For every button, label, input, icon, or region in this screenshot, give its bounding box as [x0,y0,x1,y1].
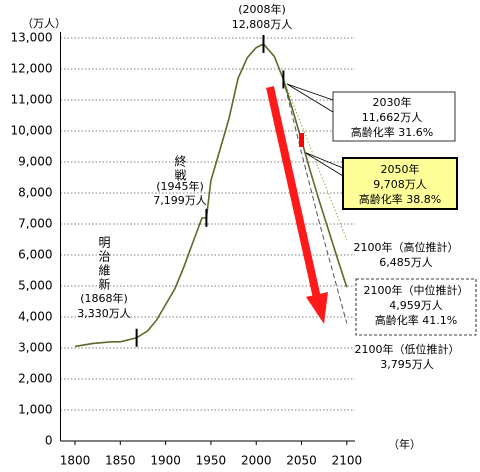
annotation-line: 2030年 [373,95,412,109]
annotation-line: 7,199万人 [153,194,207,207]
leader-line [303,151,344,169]
annotation-line: (1868年) [80,291,128,305]
y-unit: （万人） [22,17,66,30]
annotation-line: 高齢化率 31.6% [351,125,433,139]
annotation-line: 2100年（中位推計） [364,283,469,297]
y-tick-label: 2,000 [18,372,52,386]
y-tick-label: 9,000 [18,155,52,169]
callout-box [332,91,456,142]
y-tick-label: 13,000 [11,31,53,45]
annotation-title: 終戦 [173,154,187,183]
y-tick-label: 10,000 [11,124,53,138]
leader-line [303,151,344,177]
x-tick-label: 1850 [105,454,136,468]
annotation-line: 2050年 [381,162,420,176]
annotation-line: 4,959万人 [389,299,443,312]
series-line [282,79,348,241]
plot-area [60,32,355,442]
y-tick-label: 0 [45,434,53,448]
x-tick-label: 2000 [241,454,272,468]
callout-box [342,157,458,210]
annotation-line: (1945年) [156,179,204,193]
y-tick-label: 1,000 [18,403,52,417]
annotation-line: 2100年（高位推計） [354,240,459,254]
x-tick-label: 1900 [150,454,181,468]
annotation-line: (2008年) [238,2,286,16]
annotation-line: 12,808万人 [232,18,293,31]
y-tick-label: 6,000 [18,248,52,262]
leader-line [286,83,334,113]
series-line [74,43,348,348]
leader-line [286,83,334,101]
annotation-line: 高齢化率 38.8% [359,192,441,206]
annotation-title: 明治維新 [97,236,111,292]
annotation-line: 6,485万人 [379,256,433,269]
annotation-line: 3,330万人 [77,307,131,320]
trend-arrow [266,86,328,324]
x-tick-label: 2050 [286,454,317,468]
x-tick-label: 1950 [196,454,227,468]
y-tick-label: 5,000 [18,279,52,293]
annotation-line: 11,662万人 [362,111,423,124]
annotation-line: 高齢化率 41.1% [375,313,457,327]
series-line [282,79,348,324]
x-unit: （年） [388,437,421,451]
y-tick-label: 8,000 [18,186,52,200]
x-tick-label: 1800 [60,454,91,468]
y-tick-label: 11,000 [11,93,53,107]
y-tick-label: 3,000 [18,341,52,355]
y-tick-label: 7,000 [18,217,52,231]
y-tick-label: 12,000 [11,62,53,76]
annotation-line: 3,795万人 [380,358,434,371]
x-tick-label: 2100 [332,454,363,468]
annotation-line: 9,708万人 [373,178,427,191]
annotation-line: 2100年（低位推計） [355,342,460,356]
point-marker [299,133,305,148]
y-tick-label: 4,000 [18,310,52,324]
callout-box [355,278,477,336]
